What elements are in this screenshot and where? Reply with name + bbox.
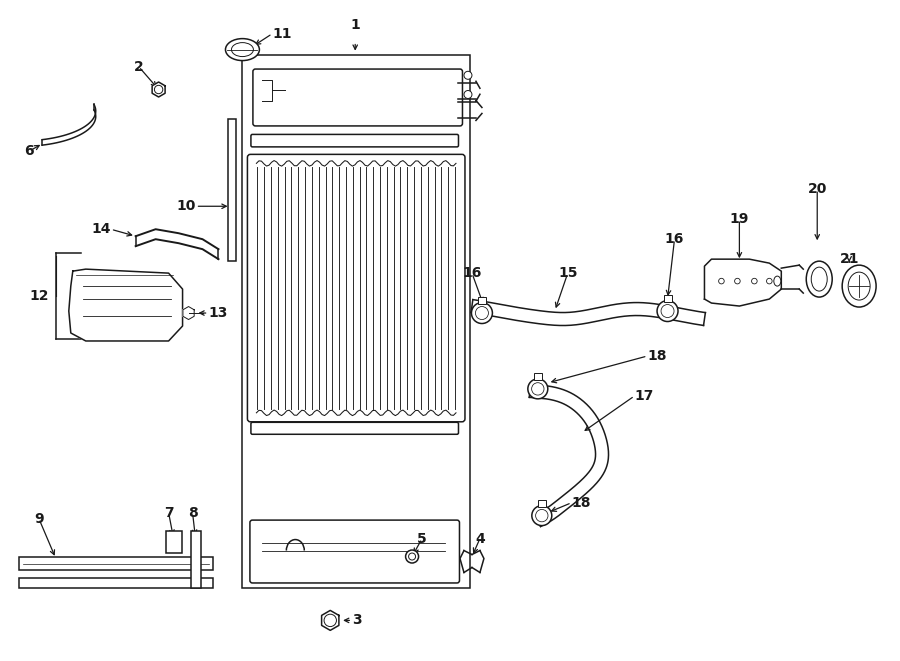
Circle shape [324, 614, 337, 627]
Bar [19, 578, 213, 588]
Circle shape [532, 383, 544, 395]
Text: 18: 18 [648, 349, 667, 363]
Bar [242, 55, 470, 588]
Text: 9: 9 [34, 512, 44, 525]
Text: 6: 6 [24, 144, 33, 159]
Polygon shape [68, 269, 183, 341]
Ellipse shape [806, 261, 832, 297]
Text: 7: 7 [164, 506, 174, 520]
Text: 5: 5 [418, 531, 427, 545]
FancyBboxPatch shape [248, 155, 465, 422]
Circle shape [464, 91, 472, 98]
Text: 16: 16 [665, 232, 684, 246]
Circle shape [527, 379, 548, 399]
Circle shape [409, 553, 416, 560]
Polygon shape [152, 82, 165, 97]
Circle shape [475, 307, 489, 319]
Circle shape [767, 278, 772, 284]
Bar [663, 295, 671, 301]
FancyBboxPatch shape [251, 134, 458, 147]
Text: 4: 4 [475, 531, 485, 545]
Bar [19, 557, 213, 570]
Bar [191, 531, 201, 588]
Text: 20: 20 [807, 182, 827, 196]
Polygon shape [321, 610, 339, 631]
Circle shape [464, 71, 472, 79]
Text: 1: 1 [350, 18, 360, 32]
Ellipse shape [226, 38, 259, 61]
Circle shape [472, 303, 492, 323]
Text: 11: 11 [273, 26, 292, 40]
Text: 10: 10 [176, 199, 195, 214]
Circle shape [718, 278, 724, 284]
Text: 3: 3 [352, 613, 362, 627]
Bar [538, 500, 545, 506]
Ellipse shape [848, 272, 870, 300]
Circle shape [661, 305, 674, 317]
Text: 8: 8 [188, 506, 197, 520]
Ellipse shape [774, 276, 781, 286]
Bar [534, 373, 542, 380]
Bar [166, 531, 182, 553]
Ellipse shape [231, 42, 254, 57]
Circle shape [406, 550, 419, 563]
Text: 19: 19 [730, 212, 749, 226]
Ellipse shape [842, 265, 876, 307]
Ellipse shape [811, 267, 827, 291]
Text: 16: 16 [463, 266, 482, 280]
Text: 13: 13 [209, 306, 228, 320]
Text: 14: 14 [91, 222, 111, 236]
Text: 21: 21 [840, 252, 859, 266]
FancyBboxPatch shape [253, 69, 463, 126]
FancyBboxPatch shape [251, 422, 458, 434]
Text: 12: 12 [29, 289, 49, 303]
Polygon shape [705, 259, 781, 306]
FancyBboxPatch shape [250, 520, 460, 583]
Bar [229, 120, 236, 261]
Text: 15: 15 [558, 266, 578, 280]
Bar [478, 297, 486, 303]
Polygon shape [183, 307, 194, 319]
Text: 17: 17 [634, 389, 654, 403]
Circle shape [657, 301, 678, 321]
Circle shape [532, 506, 552, 525]
Circle shape [752, 278, 757, 284]
Text: 18: 18 [572, 496, 591, 510]
Circle shape [155, 85, 163, 94]
Circle shape [536, 510, 548, 522]
Circle shape [734, 278, 740, 284]
Text: 2: 2 [134, 59, 143, 73]
